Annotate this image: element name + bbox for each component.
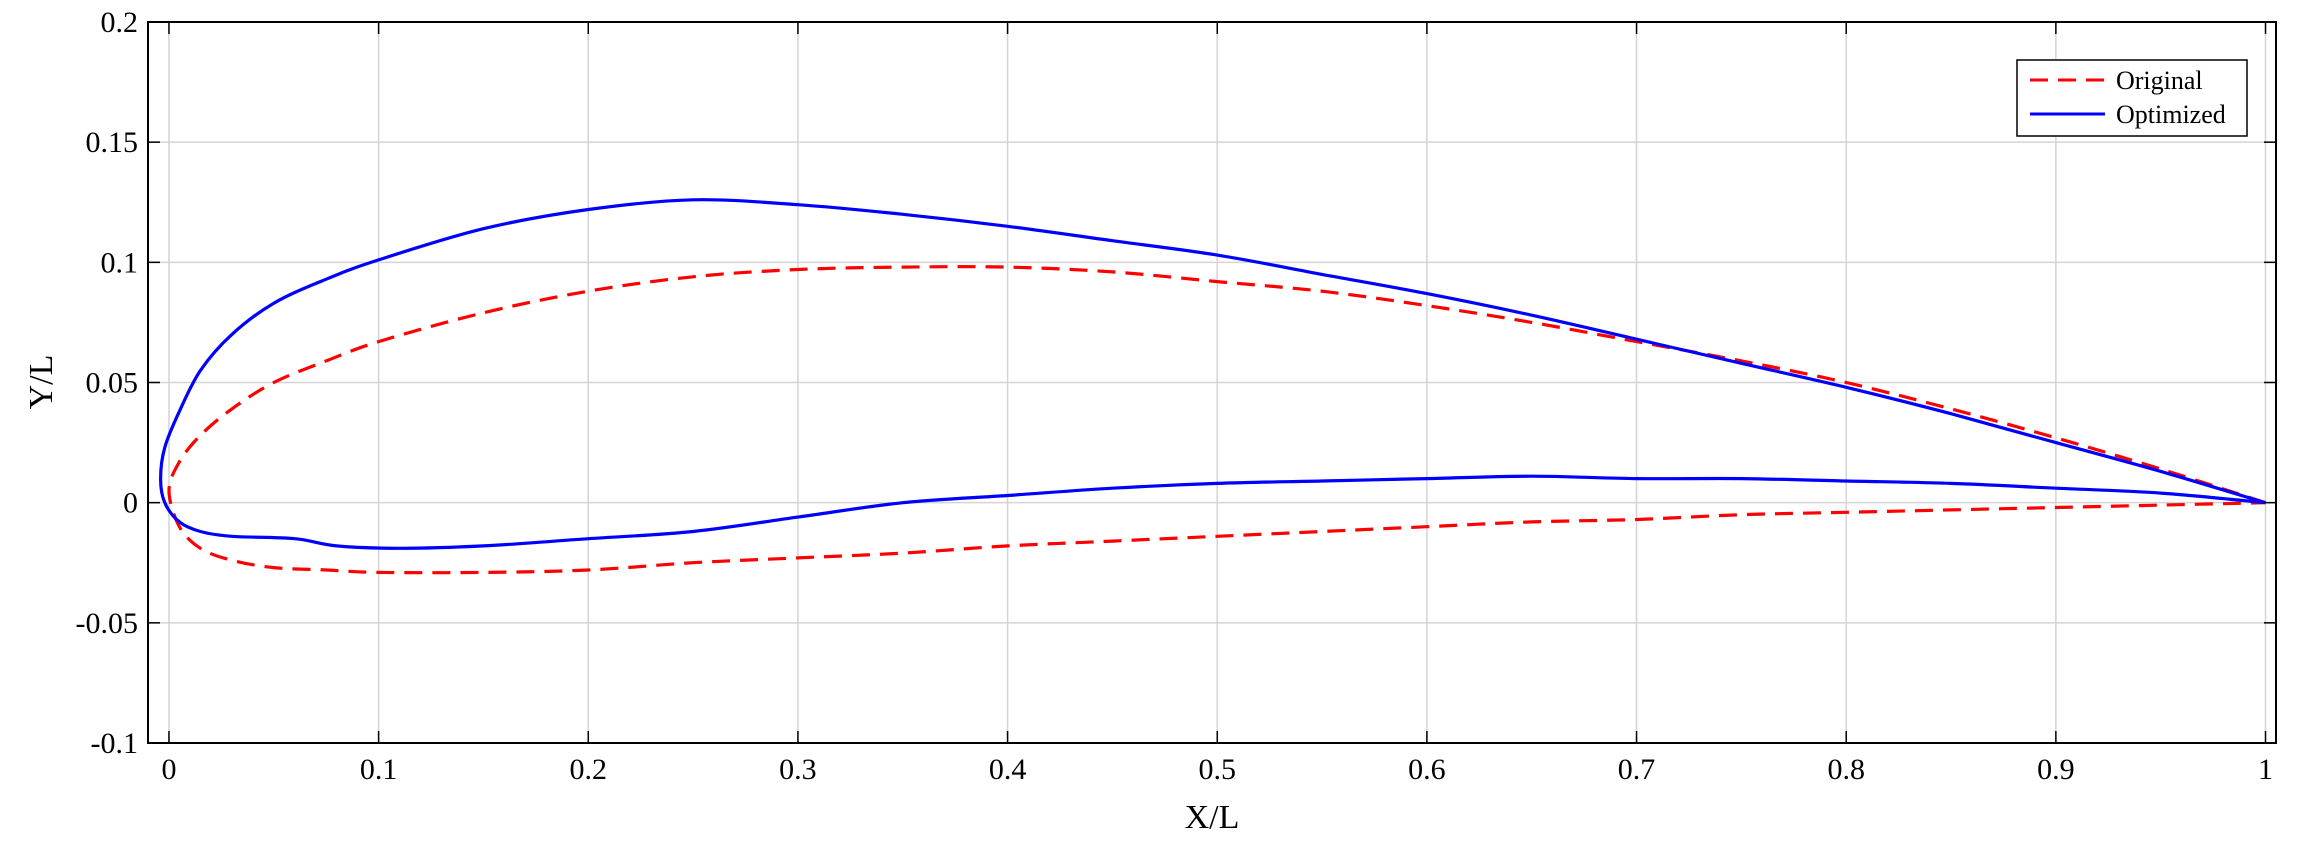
series-line-original — [167, 265, 2266, 575]
x-tick-label: 0.3 — [779, 753, 817, 786]
x-axis-label: X/L — [1185, 799, 1240, 836]
legend-label-original: Original — [2116, 66, 2203, 95]
axis-ticks: 0 0.1 0.2 0.3 0.4 0.5 0.6 0.7 0.8 0.9 1 -0.1 -0.05 0 0… — [76, 6, 2276, 786]
legend-label-optimized: Optimized — [2116, 100, 2226, 129]
legend-box — [2016, 59, 2248, 137]
x-tick-label: 0.5 — [1198, 753, 1236, 786]
x-tick-label: 0 — [161, 753, 176, 786]
x-tick-label: 0.8 — [1827, 753, 1865, 786]
series-line-optimized — [159, 198, 2266, 550]
y-tick-label: 0.05 — [86, 367, 139, 400]
y-tick-label: 0.15 — [86, 126, 139, 159]
y-tick-label: 0.2 — [101, 6, 139, 39]
x-tick-label: 0.4 — [989, 753, 1027, 786]
y-tick-label: 0 — [123, 487, 138, 520]
x-tick-label: 0.6 — [1408, 753, 1446, 786]
y-axis-label: Y/L — [23, 355, 60, 410]
y-tick-label: -0.05 — [76, 607, 139, 640]
x-tick-label: 1 — [2258, 753, 2273, 786]
x-tick-label: 0.1 — [360, 753, 398, 786]
x-tick-label: 0.2 — [570, 753, 608, 786]
y-tick-label: 0.1 — [101, 246, 139, 279]
y-tick-label: -0.1 — [91, 727, 139, 760]
x-tick-label: 0.9 — [2037, 753, 2075, 786]
x-tick-label: 0.7 — [1618, 753, 1656, 786]
legend: Original Optimized — [2016, 59, 2248, 137]
series-layer — [159, 198, 2266, 575]
